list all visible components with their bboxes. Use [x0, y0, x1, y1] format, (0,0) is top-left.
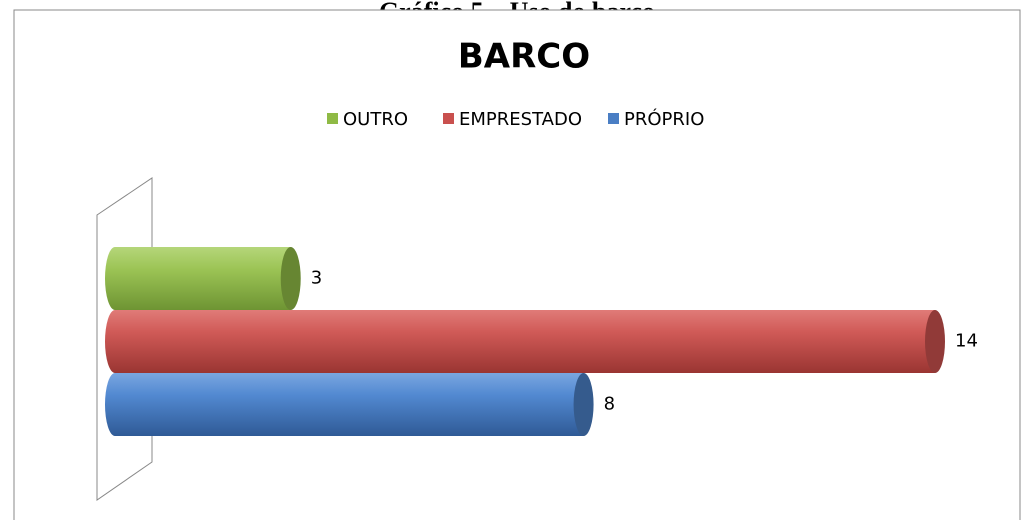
data-label: 3: [311, 268, 322, 289]
legend-label: EMPRESTADO: [459, 109, 582, 130]
bar: [115, 373, 584, 436]
legend-swatch: [443, 113, 454, 124]
legend-swatch: [327, 113, 338, 124]
legend-label: OUTRO: [343, 109, 408, 130]
bar: [115, 310, 935, 373]
bar-cap-end: [280, 247, 301, 310]
data-label: 8: [604, 394, 615, 415]
bar: [115, 247, 291, 310]
bar-cap-end: [925, 310, 945, 373]
back-wall: [96, 177, 153, 501]
legend-swatch: [608, 113, 619, 124]
chart-title: BARCO: [458, 37, 590, 77]
data-label: 14: [955, 331, 978, 352]
legend-label: PRÓPRIO: [624, 108, 704, 130]
bar-cap-end: [573, 373, 594, 436]
